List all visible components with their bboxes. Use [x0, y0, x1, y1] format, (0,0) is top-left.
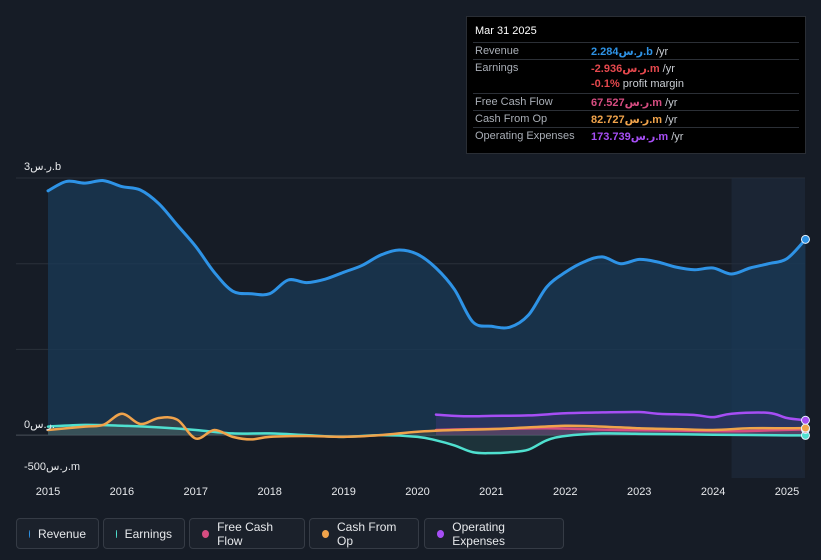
- tooltip-value: 82.727ر.س.m: [591, 114, 663, 126]
- tooltip-date: Mar 31 2025: [475, 25, 537, 37]
- tooltip-value: -2.936ر.س.m: [591, 63, 660, 75]
- tooltip-unit: /yr: [662, 97, 678, 109]
- y-tick-zero: 0ر.س.: [24, 419, 55, 431]
- x-tick-label: 2015: [36, 486, 60, 498]
- legend-dot-icon: [322, 529, 330, 538]
- series-endpoint: [800, 234, 810, 244]
- x-tick-label: 2018: [257, 486, 281, 498]
- tooltip-value: 2.284ر.س.b: [591, 46, 653, 58]
- tooltip-row-opex: Operating Expenses 173.739ر.س.m /yr: [473, 127, 799, 145]
- legend-free-cash-flow[interactable]: Free Cash Flow: [189, 518, 305, 549]
- x-axis-ticks: 2015 2016 2017 2018 2019 2020 2021 2022 2023 2024…: [36, 486, 799, 498]
- series-endpoint: [800, 415, 810, 425]
- tooltip-label: Operating Expenses: [475, 130, 575, 142]
- legend-label: Cash From Op: [337, 519, 397, 548]
- tooltip-row-fcf: Free Cash Flow 67.527ر.س.m /yr: [473, 93, 799, 111]
- tooltip-row-revenue: Revenue 2.284ر.س.b /yr: [473, 42, 799, 60]
- x-tick-label: 2022: [553, 486, 577, 498]
- y-tick-top: 3ر.س.b: [24, 161, 62, 173]
- tooltip-label: Free Cash Flow: [475, 96, 553, 108]
- legend-cash-from-op[interactable]: Cash From Op: [309, 518, 419, 549]
- series-line: [46, 423, 807, 455]
- x-tick-label: 2017: [184, 486, 208, 498]
- x-tick-label: 2021: [479, 486, 503, 498]
- tooltip-value: 173.739ر.س.m: [591, 131, 669, 143]
- legend-operating-expenses[interactable]: Operating Expenses: [424, 518, 564, 549]
- tooltip-label: Earnings: [475, 62, 519, 74]
- x-tick-label: 2016: [110, 486, 134, 498]
- tooltip-value: 67.527ر.س.m: [591, 97, 663, 109]
- legend-dot-icon: [437, 529, 445, 538]
- legend-label: Operating Expenses: [452, 519, 505, 548]
- series-endpoint: [800, 423, 810, 433]
- series-endpoints: [800, 234, 810, 440]
- y-tick-bottom: -500ر.س.m: [24, 461, 81, 473]
- tooltip-unit: profit margin: [619, 78, 684, 90]
- tooltip-unit: /yr: [662, 114, 678, 126]
- series-line: [46, 412, 807, 441]
- tooltip-label: Revenue: [475, 45, 520, 57]
- series-line: [434, 410, 807, 422]
- legend-label: Free Cash Flow: [217, 519, 274, 548]
- tooltip-panel: Mar 31 2025 Revenue 2.284ر.س.b /yr Earni…: [466, 16, 806, 154]
- legend-dot-icon: [29, 529, 30, 538]
- series-line: [46, 179, 807, 330]
- tooltip-value: -0.1%: [591, 78, 620, 90]
- x-tick-label: 2025: [775, 486, 799, 498]
- tooltip-unit: /yr: [652, 46, 669, 58]
- tooltip-unit: /yr: [659, 63, 675, 75]
- series-area-fill: [435, 428, 806, 436]
- revenue-area: [48, 180, 806, 454]
- legend-earnings[interactable]: Earnings: [103, 518, 185, 549]
- x-tick-label: 2019: [331, 486, 355, 498]
- tooltip-row-earnings: Earnings -2.936ر.س.m /yr: [473, 59, 799, 77]
- tooltip-row-cfo: Cash From Op 82.727ر.س.m /yr: [473, 110, 799, 128]
- legend-dot-icon: [116, 529, 117, 538]
- series-lines: [46, 179, 807, 455]
- x-tick-label: 2024: [701, 486, 725, 498]
- tooltip-row-margin: -0.1% profit margin: [473, 76, 799, 93]
- legend-label: Earnings: [124, 526, 172, 541]
- x-tick-label: 2023: [627, 486, 651, 498]
- legend-label: Revenue: [37, 526, 86, 541]
- legend-revenue[interactable]: Revenue: [16, 518, 99, 549]
- legend-dot-icon: [202, 529, 210, 538]
- series-area-fill: [48, 424, 806, 454]
- chart-canvas: 2015 2016 2017 2018 2019 2020 2021 2022 2023 2024…: [16, 177, 810, 498]
- tooltip-label: Cash From Op: [475, 113, 548, 125]
- tooltip-unit: /yr: [668, 131, 684, 143]
- x-tick-label: 2020: [405, 486, 429, 498]
- revenue-area-fill: [48, 180, 806, 436]
